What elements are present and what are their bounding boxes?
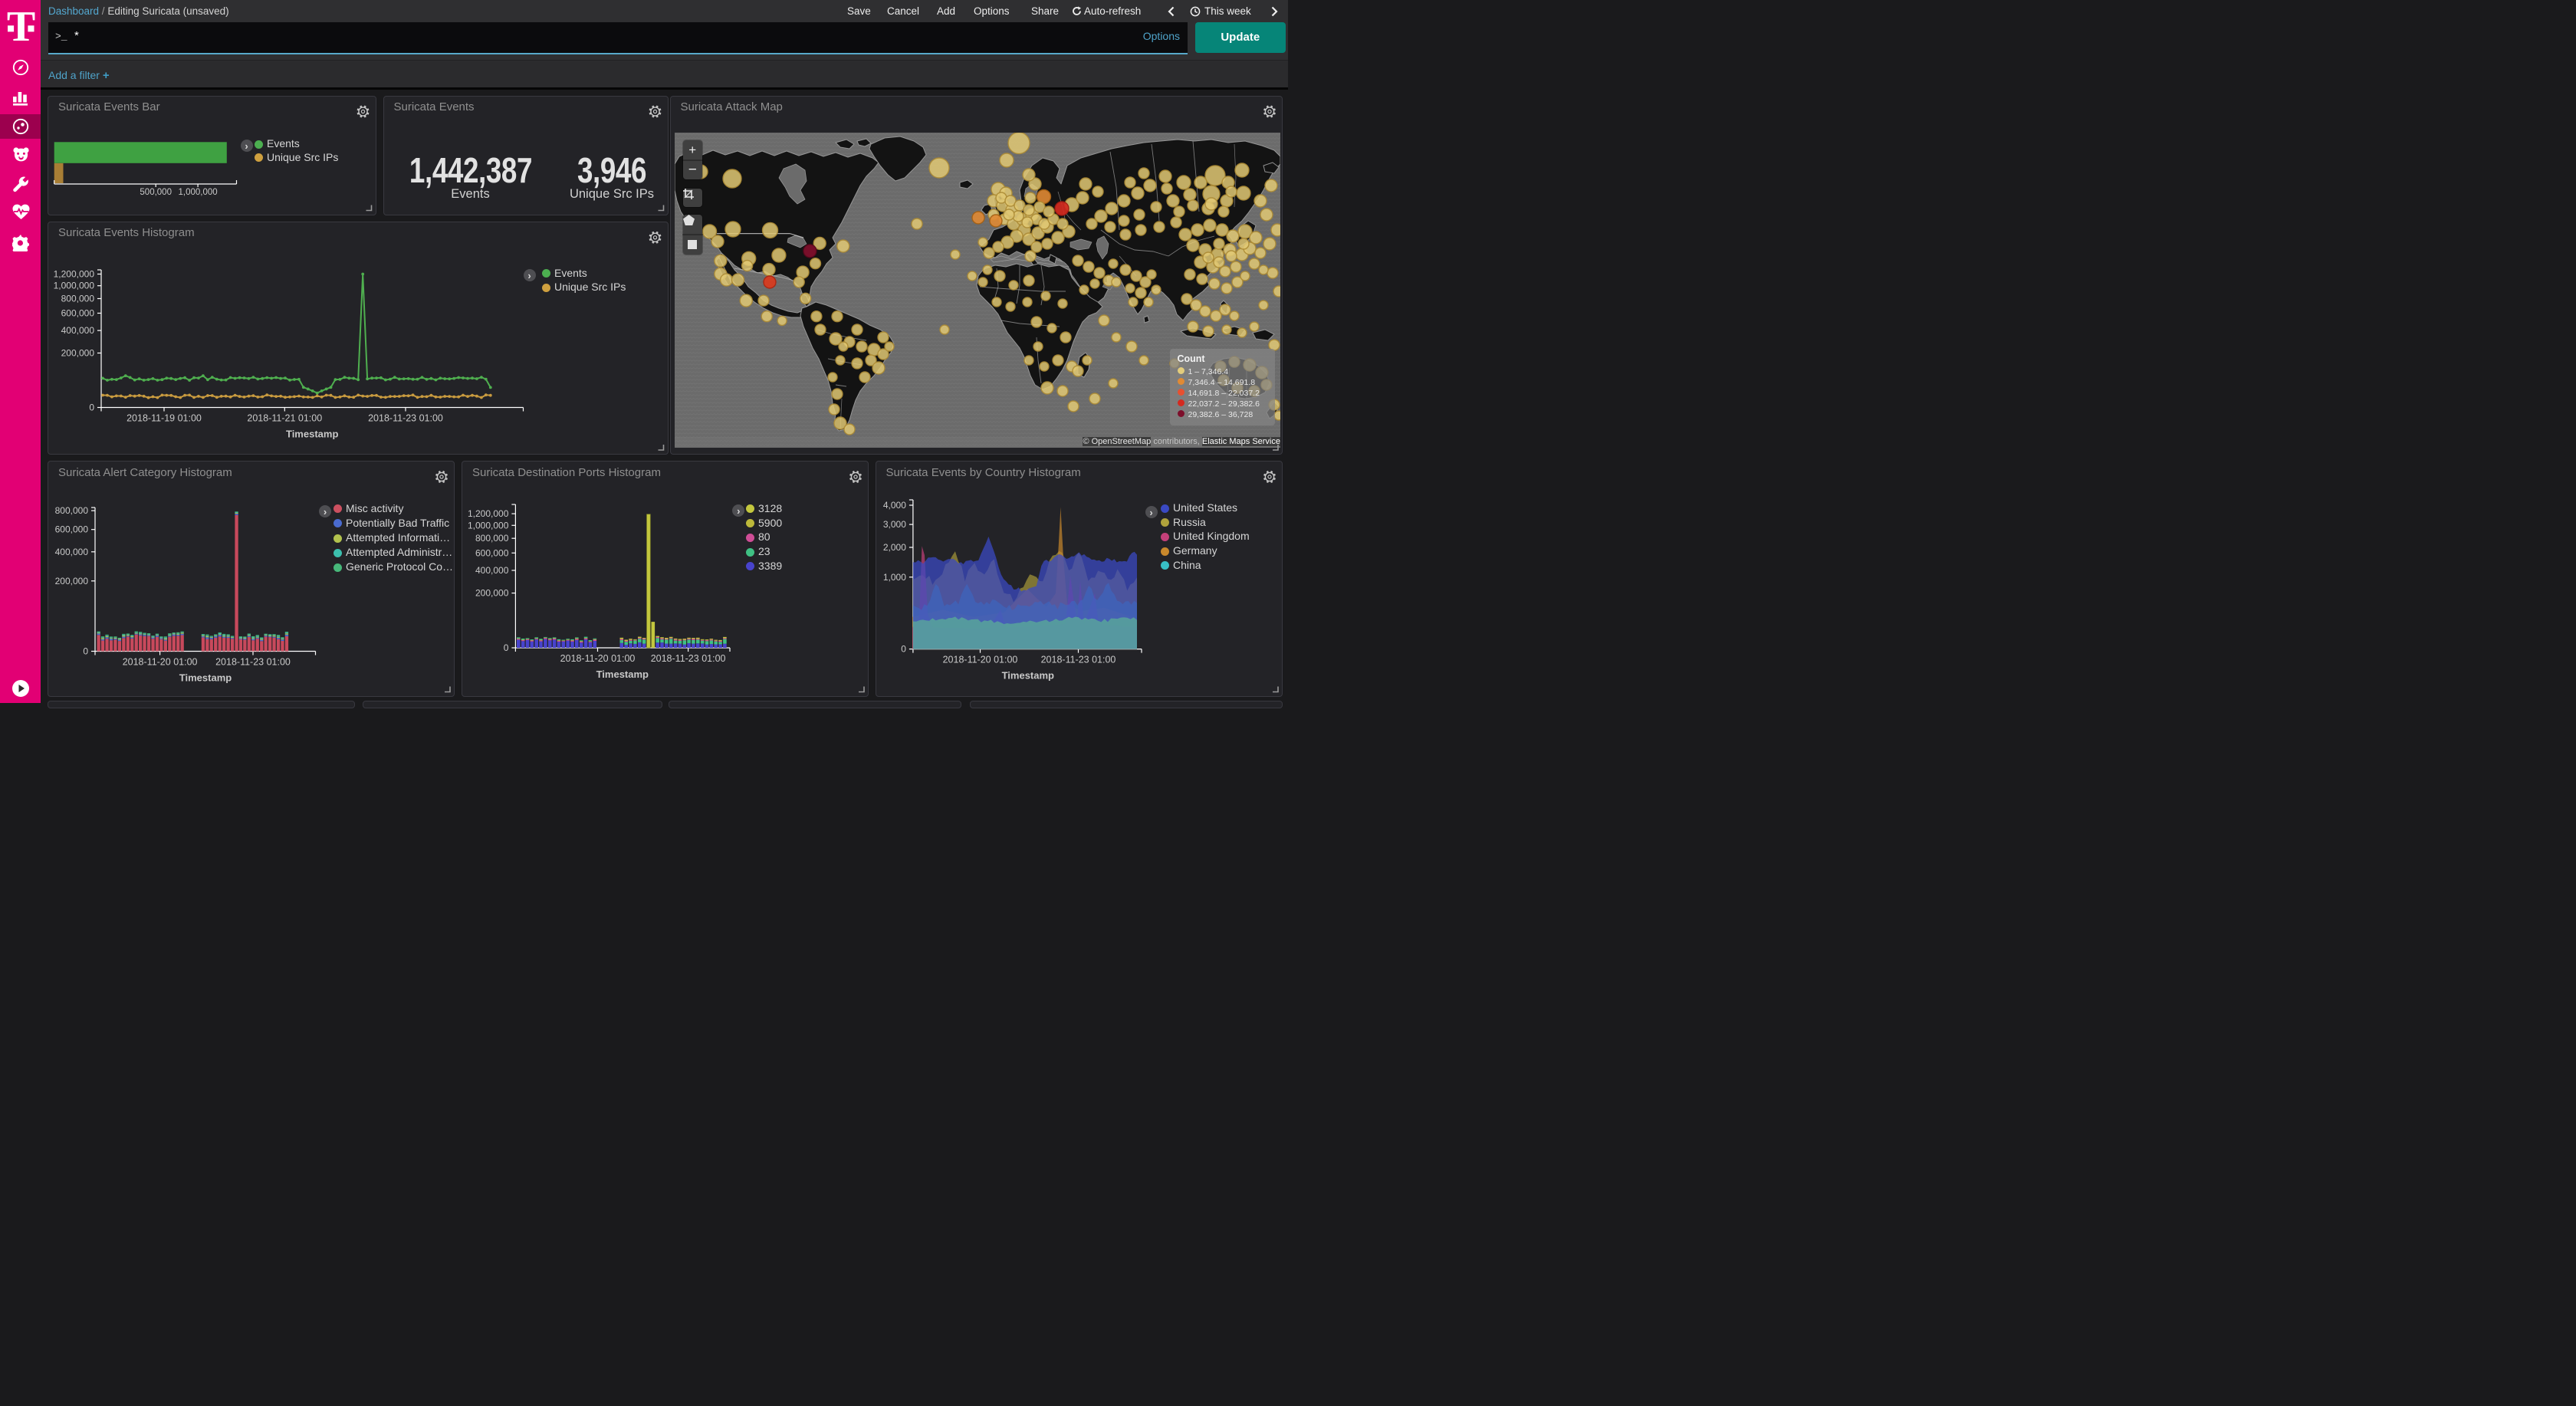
svg-text:400,000: 400,000	[475, 565, 509, 576]
svg-text:200,000: 200,000	[55, 576, 89, 586]
svg-text:2018-11-23 01:00: 2018-11-23 01:00	[215, 657, 291, 668]
svg-text:Timestamp: Timestamp	[179, 672, 232, 684]
svg-text:1,000: 1,000	[883, 572, 906, 583]
svg-text:800,000: 800,000	[55, 505, 89, 516]
svg-text:600,000: 600,000	[55, 524, 89, 535]
svg-text:1,200,000: 1,200,000	[468, 508, 509, 519]
svg-text:1,000,000: 1,000,000	[54, 281, 95, 291]
svg-text:Timestamp: Timestamp	[1002, 670, 1054, 682]
svg-text:200,000: 200,000	[61, 348, 95, 359]
svg-text:1,000,000: 1,000,000	[179, 188, 218, 197]
svg-text:800,000: 800,000	[475, 533, 509, 544]
svg-text:0: 0	[901, 644, 906, 655]
svg-text:Timestamp: Timestamp	[596, 669, 649, 680]
svg-text:T: T	[7, 3, 35, 46]
svg-text:500,000: 500,000	[140, 188, 172, 197]
svg-text:800,000: 800,000	[61, 294, 95, 304]
svg-text:Timestamp: Timestamp	[286, 429, 338, 440]
svg-text:2018-11-19 01:00: 2018-11-19 01:00	[127, 413, 202, 424]
svg-text:3,000: 3,000	[883, 519, 906, 530]
svg-text:2018-11-23 01:00: 2018-11-23 01:00	[651, 653, 726, 664]
svg-text:2018-11-20 01:00: 2018-11-20 01:00	[560, 653, 636, 664]
svg-text:4,000: 4,000	[883, 500, 906, 511]
svg-text:400,000: 400,000	[61, 325, 95, 336]
svg-text:200,000: 200,000	[475, 588, 509, 599]
svg-text:600,000: 600,000	[475, 547, 509, 558]
svg-text:400,000: 400,000	[55, 547, 89, 557]
svg-text:2018-11-21 01:00: 2018-11-21 01:00	[247, 413, 322, 424]
svg-text:0: 0	[83, 646, 88, 657]
svg-text:2018-11-20 01:00: 2018-11-20 01:00	[123, 657, 198, 668]
svg-text:0: 0	[504, 642, 509, 653]
svg-text:0: 0	[89, 402, 94, 413]
svg-text:2018-11-23 01:00: 2018-11-23 01:00	[1041, 655, 1116, 665]
svg-text:2,000: 2,000	[883, 542, 906, 553]
svg-text:1,200,000: 1,200,000	[54, 269, 95, 280]
svg-text:2018-11-20 01:00: 2018-11-20 01:00	[943, 655, 1018, 665]
svg-text:2018-11-23 01:00: 2018-11-23 01:00	[368, 413, 443, 424]
svg-text:1,000,000: 1,000,000	[468, 520, 509, 531]
svg-text:600,000: 600,000	[61, 308, 95, 319]
